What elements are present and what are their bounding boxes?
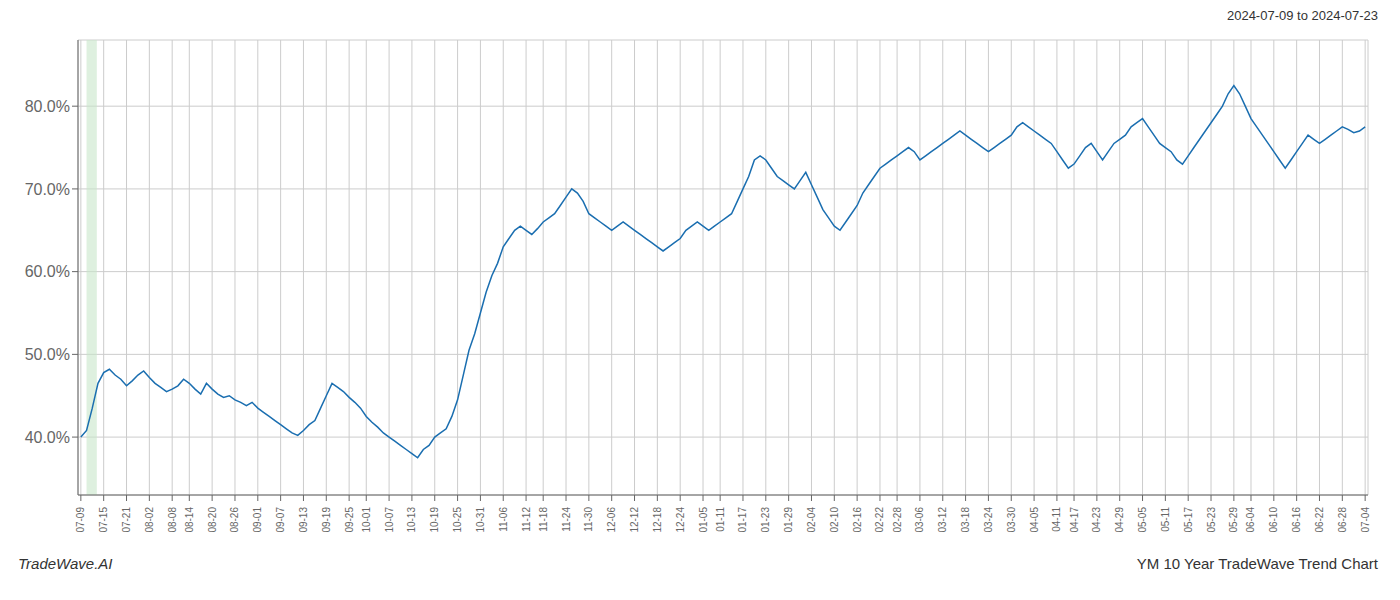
svg-text:09-19: 09-19 [321,507,332,533]
svg-text:10-25: 10-25 [452,507,463,533]
svg-text:09-25: 09-25 [344,507,355,533]
svg-text:03-06: 03-06 [914,507,925,533]
svg-text:02-10: 02-10 [829,507,840,533]
svg-text:04-05: 04-05 [1029,507,1040,533]
svg-text:60.0%: 60.0% [25,263,70,280]
svg-text:07-15: 07-15 [98,507,109,533]
svg-text:03-24: 03-24 [983,507,994,533]
svg-text:09-07: 09-07 [275,507,286,533]
svg-text:04-29: 04-29 [1114,507,1125,533]
svg-text:40.0%: 40.0% [25,429,70,446]
svg-text:10-01: 10-01 [361,507,372,533]
svg-text:02-28: 02-28 [892,507,903,533]
svg-text:12-18: 12-18 [652,507,663,533]
svg-text:05-05: 05-05 [1137,507,1148,533]
svg-text:12-24: 12-24 [675,507,686,533]
svg-text:03-30: 03-30 [1006,507,1017,533]
svg-text:10-31: 10-31 [475,507,486,533]
svg-text:07-21: 07-21 [121,507,132,533]
svg-text:01-05: 01-05 [698,507,709,533]
svg-text:06-28: 06-28 [1337,507,1348,533]
svg-text:06-04: 06-04 [1245,507,1256,533]
svg-text:06-22: 06-22 [1314,507,1325,533]
svg-text:11-12: 11-12 [521,507,532,532]
svg-text:03-18: 03-18 [960,507,971,533]
svg-text:04-23: 04-23 [1091,507,1102,533]
html-text:2024-07-09 to 2024-07-23: 2024-07-09 to 2024-07-23 [1226,8,1378,23]
svg-text:10-13: 10-13 [406,507,417,533]
svg-text:05-29: 05-29 [1228,507,1239,533]
svg-text:05-23: 05-23 [1206,507,1217,533]
svg-text:11-18: 11-18 [538,507,549,532]
svg-text:08-08: 08-08 [167,507,178,533]
svg-text:01-11: 01-11 [715,507,726,532]
svg-text:04-11: 04-11 [1051,507,1062,532]
svg-text:05-17: 05-17 [1183,507,1194,533]
svg-text:09-01: 09-01 [252,507,263,533]
svg-text:01-23: 01-23 [760,507,771,533]
svg-text:08-26: 08-26 [229,507,240,533]
html-text:TradeWave.AI: TradeWave.AI [18,554,113,572]
svg-text:12-06: 12-06 [606,507,617,533]
svg-text:03-12: 03-12 [937,507,948,533]
svg-text:10-07: 10-07 [384,507,395,533]
svg-text:80.0%: 80.0% [25,98,70,115]
svg-text:50.0%: 50.0% [25,346,70,363]
svg-text:11-30: 11-30 [583,507,594,532]
svg-text:10-19: 10-19 [429,507,440,533]
svg-text:07-04: 07-04 [1360,507,1371,533]
svg-text:08-20: 08-20 [207,507,218,533]
svg-text:02-16: 02-16 [852,507,863,533]
svg-text:06-16: 06-16 [1291,507,1302,533]
svg-text:08-14: 08-14 [184,507,195,533]
svg-text:11-06: 11-06 [498,507,509,532]
svg-text:05-11: 05-11 [1160,507,1171,532]
svg-text:04-17: 04-17 [1069,507,1080,533]
svg-text:01-29: 01-29 [783,507,794,533]
svg-text:02-04: 02-04 [806,507,817,533]
svg-text:09-13: 09-13 [298,507,309,533]
svg-text:02-22: 02-22 [874,507,885,533]
svg-text:70.0%: 70.0% [25,181,70,198]
svg-text:07-09: 07-09 [75,507,86,533]
svg-text:11-24: 11-24 [561,507,572,532]
html-text:YM 10 Year TradeWave Trend Cha: YM 10 Year TradeWave Trend Chart [1136,554,1378,572]
svg-text:01-17: 01-17 [737,507,748,533]
svg-text:06-10: 06-10 [1268,507,1279,533]
svg-text:08-02: 08-02 [144,507,155,533]
svg-text:12-12: 12-12 [629,507,640,533]
